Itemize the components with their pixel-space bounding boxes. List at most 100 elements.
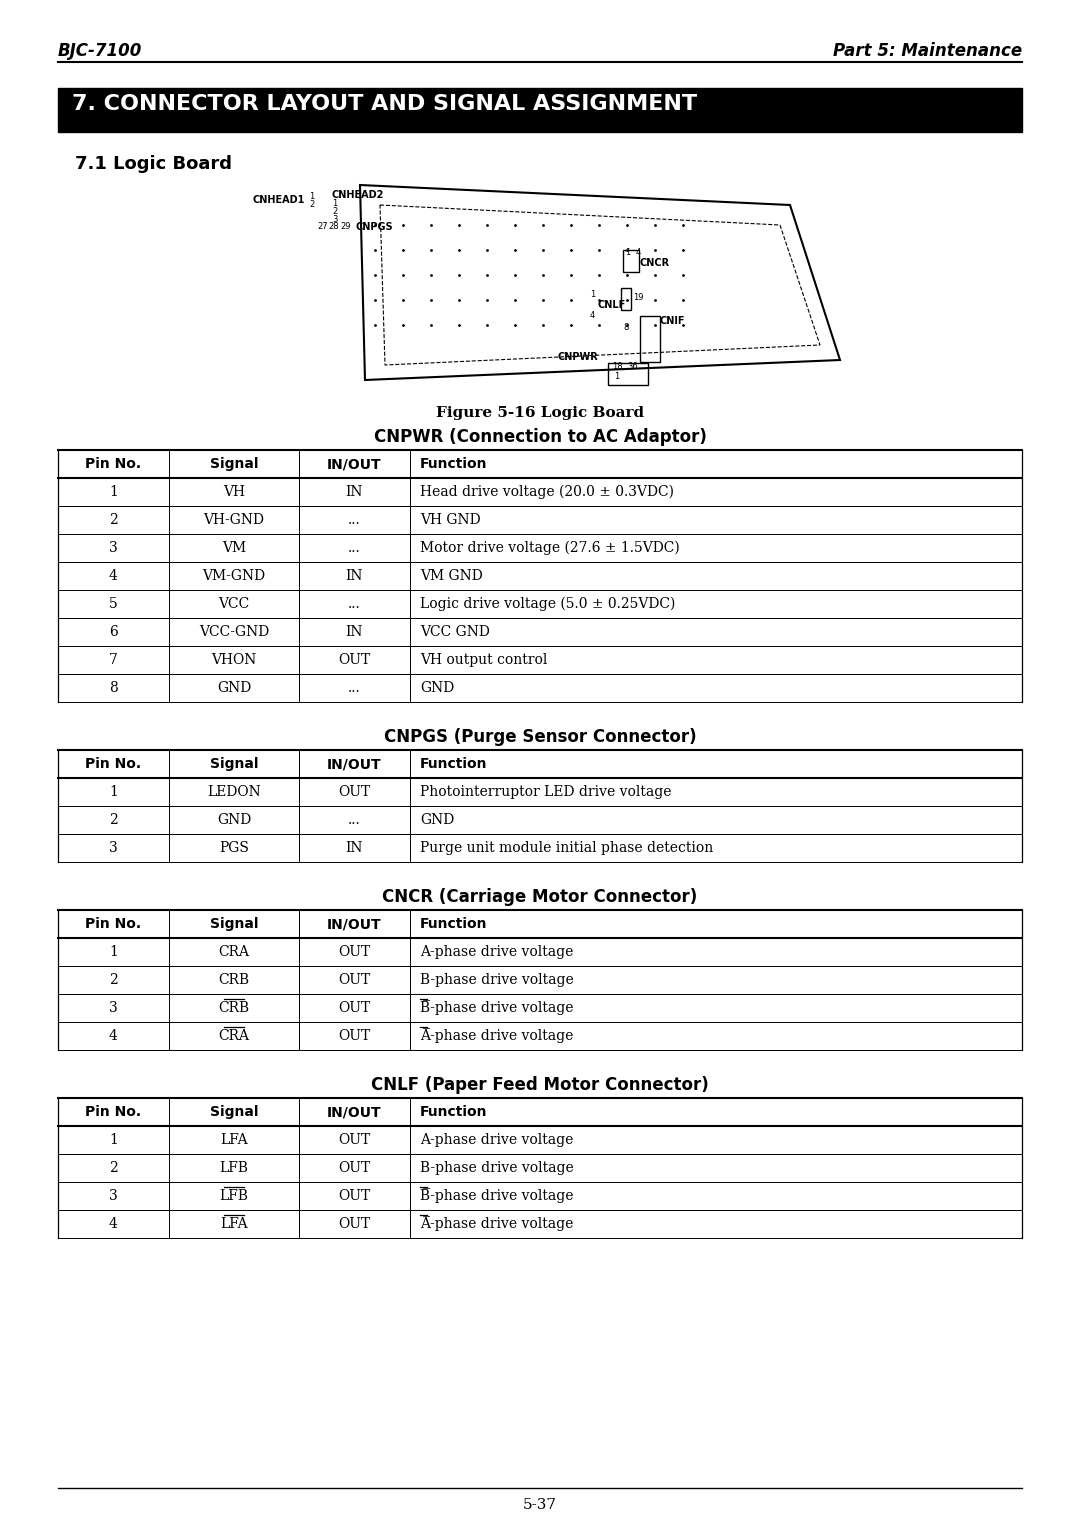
Text: CRA: CRA — [218, 944, 249, 960]
Text: VH GND: VH GND — [420, 513, 481, 527]
Text: CNCR (Carriage Motor Connector): CNCR (Carriage Motor Connector) — [382, 888, 698, 906]
Text: OUT: OUT — [338, 973, 370, 987]
Text: 27: 27 — [318, 222, 327, 231]
Text: 3: 3 — [109, 840, 118, 856]
Text: CRA: CRA — [218, 1028, 249, 1044]
Text: OUT: OUT — [338, 652, 370, 668]
Text: Signal: Signal — [210, 1105, 258, 1118]
Text: 3: 3 — [109, 541, 118, 555]
Text: IN: IN — [346, 568, 363, 584]
Text: 1: 1 — [109, 944, 118, 960]
Text: Pin No.: Pin No. — [85, 917, 141, 931]
Text: OUT: OUT — [338, 785, 370, 799]
Text: Figure 5-16 Logic Board: Figure 5-16 Logic Board — [436, 406, 644, 420]
Text: 1: 1 — [109, 785, 118, 799]
Text: Signal: Signal — [210, 457, 258, 471]
Text: LFA: LFA — [220, 1216, 247, 1232]
Text: GND: GND — [420, 681, 454, 695]
Text: Function: Function — [420, 1105, 487, 1118]
Text: IN/OUT: IN/OUT — [327, 756, 381, 772]
Text: 2: 2 — [332, 206, 337, 215]
Text: Pin No.: Pin No. — [85, 756, 141, 772]
Bar — [608, 364, 648, 385]
Text: 8: 8 — [109, 681, 118, 695]
Text: OUT: OUT — [338, 1216, 370, 1232]
Text: 1: 1 — [625, 248, 631, 257]
Text: A̅-phase drive voltage: A̅-phase drive voltage — [420, 1216, 573, 1232]
Text: IN: IN — [346, 840, 363, 856]
Text: 1: 1 — [615, 371, 619, 380]
Text: CNCR: CNCR — [640, 258, 670, 267]
Text: 3: 3 — [109, 1001, 118, 1015]
Bar — [58, 89, 1022, 131]
Text: VM GND: VM GND — [420, 568, 483, 584]
Text: 2: 2 — [109, 1161, 118, 1175]
Text: 1: 1 — [109, 484, 118, 500]
Text: GND: GND — [217, 813, 251, 827]
Text: VH: VH — [222, 484, 245, 500]
Text: Purge unit module initial phase detection: Purge unit module initial phase detectio… — [420, 840, 713, 856]
Text: IN/OUT: IN/OUT — [327, 917, 381, 931]
Text: OUT: OUT — [338, 1161, 370, 1175]
Text: 1: 1 — [309, 193, 314, 202]
Text: IN: IN — [346, 484, 363, 500]
Text: 7: 7 — [109, 652, 118, 668]
Text: 7.1 Logic Board: 7.1 Logic Board — [75, 154, 232, 173]
Text: B-phase drive voltage: B-phase drive voltage — [420, 1161, 573, 1175]
Text: VHON: VHON — [212, 652, 257, 668]
Text: Pin No.: Pin No. — [85, 457, 141, 471]
Text: CNPWR: CNPWR — [558, 351, 598, 362]
Text: 5: 5 — [109, 597, 118, 611]
Text: LEDON: LEDON — [207, 785, 260, 799]
Text: 3: 3 — [109, 1189, 118, 1203]
Text: 7. CONNECTOR LAYOUT AND SIGNAL ASSIGNMENT: 7. CONNECTOR LAYOUT AND SIGNAL ASSIGNMEN… — [72, 95, 697, 115]
Text: OUT: OUT — [338, 1001, 370, 1015]
Text: VH-GND: VH-GND — [203, 513, 265, 527]
Text: 8: 8 — [623, 322, 629, 332]
Text: IN: IN — [346, 625, 363, 639]
Text: 5-37: 5-37 — [523, 1497, 557, 1513]
Text: 2: 2 — [109, 513, 118, 527]
Text: 1: 1 — [332, 199, 337, 208]
Text: Function: Function — [420, 917, 487, 931]
Text: CNLF (Paper Feed Motor Connector): CNLF (Paper Feed Motor Connector) — [372, 1076, 708, 1094]
Text: Part 5: Maintenance: Part 5: Maintenance — [833, 41, 1022, 60]
Text: IN/OUT: IN/OUT — [327, 1105, 381, 1118]
Text: OUT: OUT — [338, 1132, 370, 1148]
Text: ...: ... — [348, 513, 361, 527]
Text: CNLF: CNLF — [598, 299, 626, 310]
Text: 4: 4 — [109, 1216, 118, 1232]
Text: VCC GND: VCC GND — [420, 625, 489, 639]
Text: B-phase drive voltage: B-phase drive voltage — [420, 973, 573, 987]
Text: 1: 1 — [590, 290, 595, 299]
Text: CRB: CRB — [218, 1001, 249, 1015]
Text: ...: ... — [348, 541, 361, 555]
Text: CNHEAD2: CNHEAD2 — [332, 189, 384, 200]
Text: VM: VM — [221, 541, 246, 555]
Text: PGS: PGS — [219, 840, 248, 856]
Text: Logic drive voltage (5.0 ± 0.25VDC): Logic drive voltage (5.0 ± 0.25VDC) — [420, 597, 675, 611]
Text: GND: GND — [217, 681, 251, 695]
Text: ...: ... — [348, 597, 361, 611]
Text: 2: 2 — [109, 813, 118, 827]
Text: B̅-phase drive voltage: B̅-phase drive voltage — [420, 1001, 573, 1016]
Text: LFB: LFB — [219, 1161, 248, 1175]
Text: OUT: OUT — [338, 944, 370, 960]
Text: 29: 29 — [340, 222, 351, 231]
Text: 2: 2 — [109, 973, 118, 987]
Text: Motor drive voltage (27.6 ± 1.5VDC): Motor drive voltage (27.6 ± 1.5VDC) — [420, 541, 679, 555]
Text: VCC-GND: VCC-GND — [199, 625, 269, 639]
Text: Function: Function — [420, 756, 487, 772]
Text: 4: 4 — [590, 312, 595, 319]
Text: ...: ... — [348, 681, 361, 695]
Text: Signal: Signal — [210, 756, 258, 772]
Text: 19: 19 — [633, 293, 644, 303]
Text: 4: 4 — [636, 248, 642, 257]
Text: Pin No.: Pin No. — [85, 1105, 141, 1118]
Text: BJC-7100: BJC-7100 — [58, 41, 143, 60]
Text: VM-GND: VM-GND — [202, 568, 266, 584]
Text: B̅-phase drive voltage: B̅-phase drive voltage — [420, 1189, 573, 1204]
Text: 4: 4 — [109, 1028, 118, 1044]
Text: 18: 18 — [612, 362, 623, 371]
Text: A-phase drive voltage: A-phase drive voltage — [420, 1132, 573, 1148]
